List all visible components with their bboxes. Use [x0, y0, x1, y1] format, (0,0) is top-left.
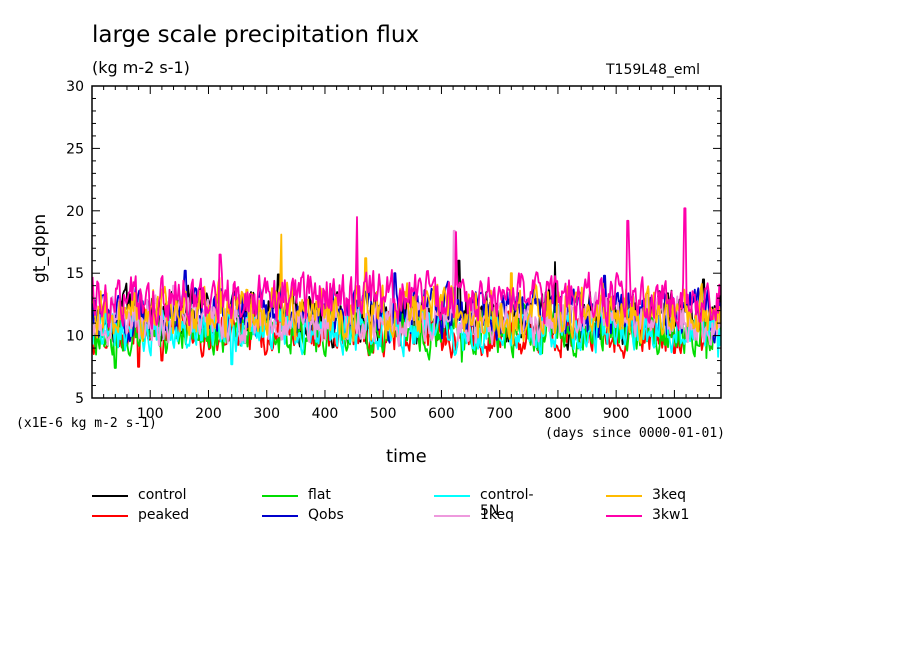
legend-label: 3keq [652, 487, 687, 503]
y-tick-label: 20 [66, 204, 84, 220]
legend-swatch [92, 495, 128, 497]
chart-title: large scale precipitation flux [92, 22, 420, 48]
x-axis-label: time [386, 446, 427, 467]
legend-swatch [262, 515, 298, 517]
series-line-3keq [91, 233, 722, 345]
legend-swatch [434, 495, 470, 497]
legend-label: flat [308, 487, 331, 503]
legend-label: control [138, 487, 187, 503]
chart-units: (kg m-2 s-1) [92, 58, 190, 77]
scale-note: (x1E-6 kg m-2 s-1) [16, 416, 157, 431]
legend-swatch [606, 495, 642, 497]
legend-label: Qobs [308, 507, 344, 523]
legend-label: 3kw1 [652, 507, 690, 523]
legend-label: 1keq [480, 507, 515, 523]
x-axis-note: (days since 0000-01-01) [545, 426, 726, 441]
x-tick-label: 400 [312, 406, 339, 422]
series-line-3kw1 [91, 207, 722, 330]
x-tick-label: 1000 [657, 406, 693, 422]
y-tick-label: 10 [66, 329, 84, 345]
legend-label: peaked [138, 507, 190, 523]
x-tick-label: 800 [545, 406, 572, 422]
x-tick-label: 500 [370, 406, 397, 422]
legend-swatch [92, 515, 128, 517]
legend-label: control-5N [480, 487, 534, 519]
y-tick-label: 30 [66, 79, 84, 95]
legend-swatch [606, 515, 642, 517]
y-tick-label: 25 [66, 141, 84, 157]
x-tick-label: 900 [603, 406, 630, 422]
run-label: T159L48_eml [606, 62, 701, 78]
x-tick-label: 700 [486, 406, 513, 422]
x-tick-label: 200 [195, 406, 222, 422]
y-tick-label: 15 [66, 266, 84, 282]
x-tick-label: 100 [137, 406, 164, 422]
y-tick-label: 5 [75, 391, 84, 407]
legend-swatch [262, 495, 298, 497]
x-tick-label: 300 [253, 406, 280, 422]
x-tick-label: 600 [428, 406, 455, 422]
legend-swatch [434, 515, 470, 517]
